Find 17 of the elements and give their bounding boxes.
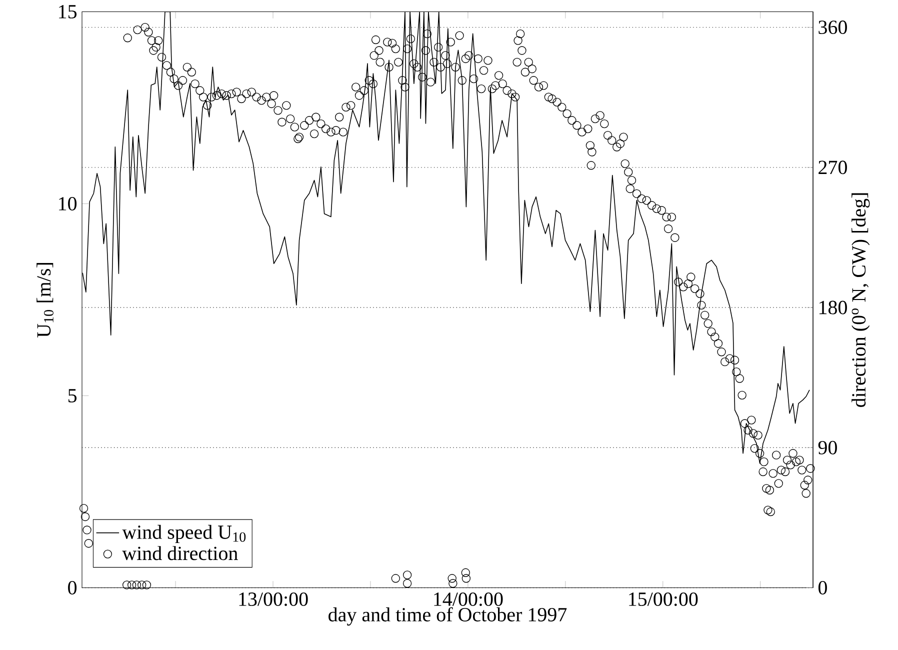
y-tick-label: 15 bbox=[59, 5, 77, 18]
y-tick-label: 0 bbox=[68, 580, 77, 594]
legend-label: wind direction bbox=[122, 546, 238, 560]
y-tick-label: 10 bbox=[59, 196, 77, 210]
y-axis-title: U$_{10}$ [m/s] bbox=[36, 263, 54, 338]
x-axis-title: day and time of October 1997 bbox=[328, 607, 567, 626]
y2-tick-label: 180 bbox=[819, 300, 847, 314]
y2-tick-label: 0 bbox=[818, 580, 827, 594]
x-tick-label: 13/00:00 bbox=[239, 592, 308, 606]
y2-tick-label: 270 bbox=[818, 160, 847, 174]
y-tick-label: 5 bbox=[68, 389, 77, 402]
x-tick-label: 14/00:00 bbox=[434, 592, 503, 606]
y2-axis-title: direction (0$^{o}$ N, CW) [deg] bbox=[852, 193, 870, 407]
y2-tick-label: 90 bbox=[818, 440, 837, 454]
legend-label: wind speed U$_{10}$ bbox=[122, 524, 246, 544]
y2-tick-label: 360 bbox=[818, 20, 847, 34]
x-tick-label: 15/00:00 bbox=[629, 592, 698, 606]
